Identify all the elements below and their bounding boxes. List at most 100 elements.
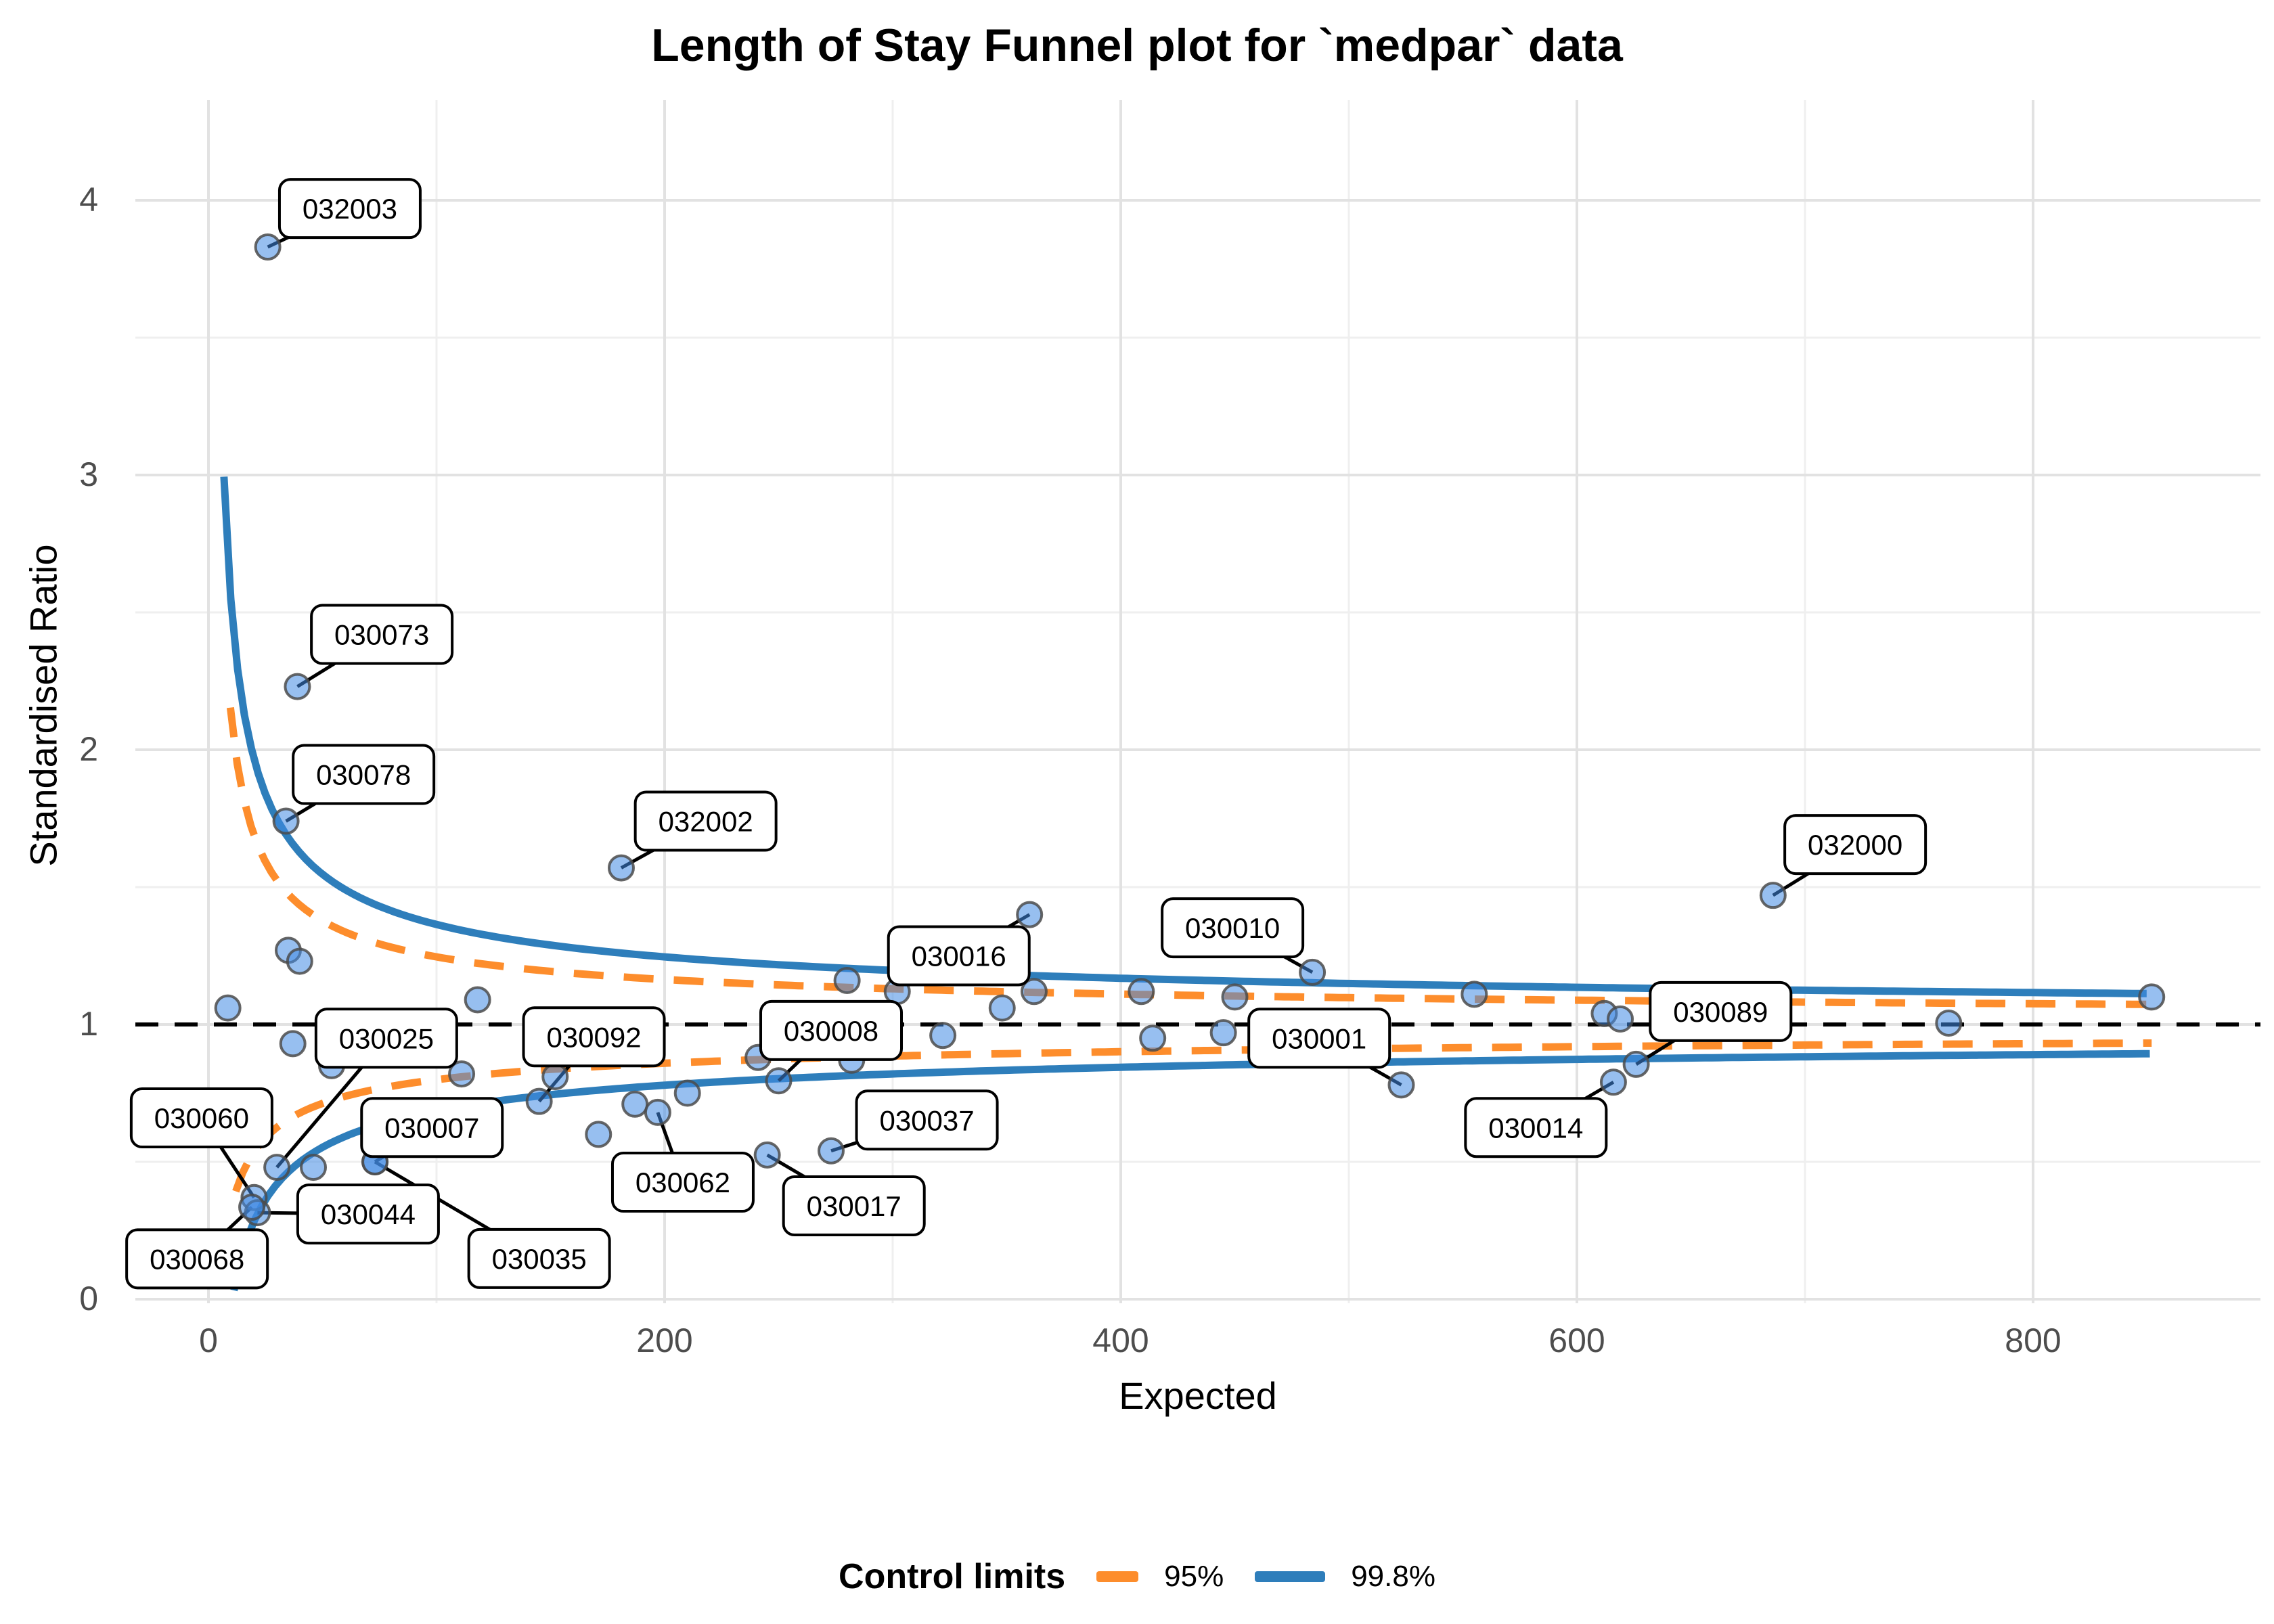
- y-tick-label: 0: [79, 1280, 98, 1317]
- point-label-box: [610, 1152, 755, 1213]
- x-tick-label: 200: [636, 1322, 692, 1359]
- data-point: [1935, 1009, 1963, 1037]
- point-label: 030068: [125, 1228, 269, 1290]
- data-point: [1209, 1019, 1237, 1047]
- data-point: [929, 1022, 957, 1050]
- point-label-box: [782, 1175, 926, 1236]
- point-label-text: 032003: [303, 193, 397, 225]
- legend-label-998: 99.8%: [1351, 1560, 1435, 1593]
- point-label: 030035: [467, 1227, 611, 1289]
- legend-label-95: 95%: [1164, 1560, 1224, 1593]
- point-label-text: 032000: [1808, 829, 1902, 861]
- point-label: 030017: [782, 1175, 926, 1236]
- data-point: [1221, 983, 1249, 1011]
- data-point: [818, 1137, 845, 1165]
- point-label-text: 030010: [1185, 912, 1280, 944]
- data-point: [765, 1067, 793, 1095]
- legend-title: Control limits: [839, 1557, 1066, 1596]
- point-label-box: [314, 1008, 458, 1069]
- data-point: [644, 1098, 671, 1126]
- point-label-text: 032002: [659, 806, 753, 838]
- data-point: [272, 807, 300, 835]
- point-label-box: [1247, 1008, 1391, 1069]
- point-label: 030007: [360, 1097, 504, 1158]
- data-point: [1299, 958, 1326, 986]
- data-point: [263, 1154, 291, 1181]
- data-point: [525, 1087, 553, 1115]
- data-point: [1128, 978, 1155, 1006]
- data-point: [238, 1193, 266, 1221]
- legend-item-998: 99.8%: [1255, 1560, 1435, 1594]
- point-label-box: [1161, 897, 1305, 959]
- point-label: 030073: [310, 604, 454, 665]
- point-label-text: 030016: [912, 941, 1006, 972]
- y-axis-title: Standardised Ratio: [22, 544, 65, 867]
- point-label-text: 030014: [1488, 1112, 1583, 1144]
- point-label-box: [759, 999, 904, 1061]
- point-label-box: [1464, 1097, 1608, 1158]
- point-label-box: [633, 790, 778, 852]
- data-point: [1599, 1068, 1627, 1096]
- point-label: 030078: [292, 744, 436, 805]
- chart-title: Length of Stay Funnel plot for `medpar` …: [651, 20, 1623, 71]
- point-label-text: 030092: [546, 1021, 641, 1053]
- point-label-text: 030060: [154, 1102, 249, 1134]
- point-label: 030008: [759, 999, 904, 1061]
- point-label: 030092: [522, 1006, 666, 1068]
- data-point: [541, 1063, 569, 1091]
- control-limit-upper95-line: [226, 707, 2147, 1008]
- data-point: [1607, 1005, 1634, 1033]
- point-label: 030060: [129, 1087, 273, 1149]
- point-label-box: [887, 925, 1031, 987]
- data-point: [2138, 983, 2166, 1011]
- data-point: [279, 1030, 307, 1058]
- y-tick-label: 2: [79, 730, 98, 768]
- data-point: [284, 673, 311, 700]
- point-label-box: [125, 1228, 269, 1290]
- data-point: [214, 994, 242, 1022]
- dashed-line-swatch-icon: [1096, 1571, 1139, 1582]
- point-label: 030010: [1161, 897, 1305, 959]
- point-label-box: [467, 1227, 611, 1289]
- point-label: 032003: [277, 178, 422, 240]
- point-label: 030062: [610, 1152, 755, 1213]
- point-label: 030001: [1247, 1008, 1391, 1069]
- data-point: [448, 1060, 476, 1088]
- point-label-text: 030037: [879, 1104, 974, 1136]
- data-point: [621, 1090, 649, 1118]
- x-axis-title: Expected: [1119, 1374, 1277, 1417]
- point-label-box: [1783, 814, 1927, 876]
- data-point: [1622, 1050, 1650, 1078]
- point-label-box: [277, 178, 422, 240]
- point-label-box: [310, 604, 454, 665]
- data-point: [1387, 1071, 1415, 1099]
- point-label-box: [129, 1087, 273, 1149]
- point-label-text: 030078: [316, 759, 411, 791]
- point-label-text: 030007: [384, 1112, 479, 1144]
- data-point: [1020, 978, 1048, 1006]
- point-label-box: [522, 1006, 666, 1068]
- point-label-box: [855, 1089, 999, 1151]
- point-label-text: 030017: [807, 1190, 901, 1222]
- point-label: 032002: [633, 790, 778, 852]
- point-label-text: 030001: [1272, 1022, 1366, 1054]
- point-label-text: 030073: [334, 618, 429, 650]
- point-label: 030014: [1464, 1097, 1608, 1158]
- x-tick-label: 600: [1548, 1322, 1605, 1359]
- data-point: [1139, 1024, 1167, 1052]
- y-tick-label: 1: [79, 1005, 98, 1043]
- point-label-text: 030068: [150, 1243, 244, 1275]
- data-point: [300, 1154, 328, 1181]
- control-limit-upper99.8-line: [220, 476, 2147, 997]
- point-label: 030089: [1649, 980, 1793, 1042]
- legend-item-95: 95%: [1096, 1560, 1224, 1594]
- data-point: [1016, 901, 1044, 928]
- point-label-text: 030035: [492, 1243, 587, 1275]
- solid-line-swatch-icon: [1255, 1571, 1326, 1582]
- y-tick-label: 4: [79, 181, 98, 219]
- data-point: [833, 967, 861, 995]
- data-point: [753, 1141, 781, 1169]
- data-point: [1759, 882, 1787, 909]
